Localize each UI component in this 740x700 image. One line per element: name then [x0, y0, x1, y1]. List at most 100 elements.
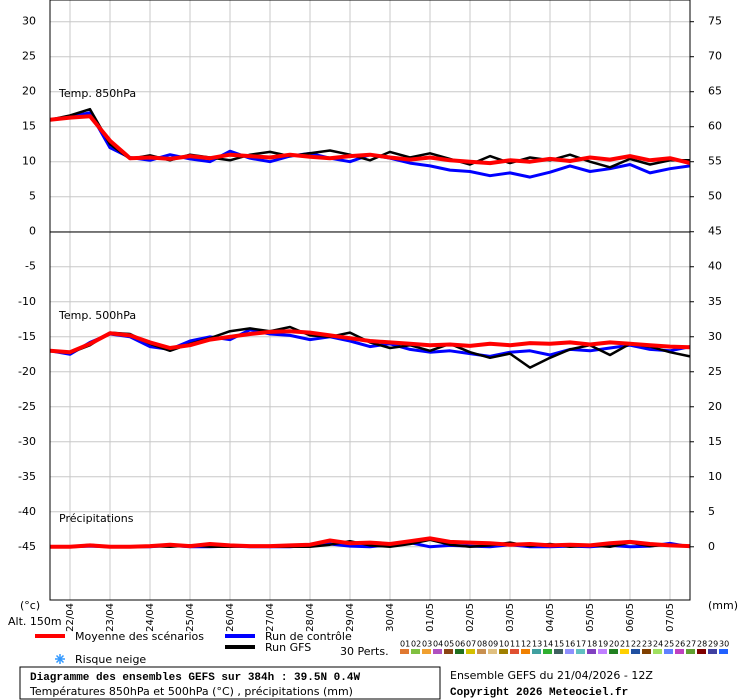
snow-icon	[55, 654, 65, 664]
x-tick-label: 27/04	[265, 603, 276, 632]
member-swatch	[598, 649, 607, 654]
y-tick-label: 10	[22, 155, 36, 168]
member-swatch	[664, 649, 673, 654]
member-swatch	[466, 649, 475, 654]
x-tick-label: 07/05	[665, 603, 676, 632]
title-box	[19, 666, 441, 700]
member-label: 13	[532, 640, 542, 649]
y2-tick-label: 65	[708, 85, 722, 98]
y2-tick-label: 55	[708, 155, 722, 168]
y-tick-label: -15	[18, 330, 36, 343]
members-legend: 01 02 03 04 05 06 07 08 09 10 11 12 13 14 15 16 17 18 19 20…	[400, 640, 729, 654]
member-swatch	[422, 649, 431, 654]
y-tick-label: -45	[18, 540, 36, 553]
altitude: Alt. 150m	[8, 615, 62, 628]
member-swatch	[642, 649, 651, 654]
member-swatch	[543, 649, 552, 654]
member-swatch	[587, 649, 596, 654]
y2-tick-label: 25	[708, 365, 722, 378]
member-swatch	[411, 649, 420, 654]
y-tick-label: -10	[18, 295, 36, 308]
y2-unit: (mm)	[708, 599, 738, 612]
member-label: 19	[598, 640, 608, 649]
y2-tick-label: 0	[708, 540, 715, 553]
member-swatch	[686, 649, 695, 654]
member-label: 24	[653, 640, 663, 649]
y-tick-label: -20	[18, 365, 36, 378]
legend-label: Risque neige	[75, 653, 146, 666]
y2-tick-label: 10	[708, 470, 722, 483]
member-label: 04	[433, 640, 443, 649]
member-swatch	[521, 649, 530, 654]
member-swatch	[477, 649, 486, 654]
member-label: 20	[609, 640, 619, 649]
grid	[50, 0, 690, 600]
y-tick-label: -5	[25, 260, 36, 273]
member-label: 10	[499, 640, 509, 649]
y-tick-label: -35	[18, 470, 36, 483]
legend-label: Moyenne des scénarios	[75, 630, 204, 643]
member-label: 03	[422, 640, 432, 649]
member-label: 02	[411, 640, 421, 649]
x-tick-label: 24/04	[145, 603, 156, 632]
y-tick-label: 20	[22, 85, 36, 98]
member-label: 29	[708, 640, 718, 649]
member-swatch	[653, 649, 662, 654]
member-swatch	[565, 649, 574, 654]
member-label: 18	[587, 640, 597, 649]
member-label: 16	[565, 640, 575, 649]
member-label: 11	[510, 640, 520, 649]
member-label: 15	[554, 640, 564, 649]
member-swatch	[510, 649, 519, 654]
x-tick-label: 03/05	[505, 603, 516, 632]
y-tick-label: -30	[18, 435, 36, 448]
series-lines	[49, 107, 691, 549]
y2-tick-label: 35	[708, 295, 722, 308]
x-tick-label: 02/05	[465, 603, 476, 632]
member-swatch	[708, 649, 717, 654]
y-unit: (°c)	[20, 599, 40, 612]
legend-label: Run de contrôle	[265, 630, 352, 643]
member-label: 09	[488, 640, 498, 649]
run-label: Ensemble GEFS du 21/04/2026 - 12Z	[450, 669, 653, 682]
y-tick-label: 30	[22, 15, 36, 28]
y2-tick-label: 30	[708, 330, 722, 343]
member-label: 25	[664, 640, 674, 649]
members-label: 30 Perts.	[340, 645, 389, 658]
x-tick-label: 06/05	[625, 603, 636, 632]
x-tick-label: 23/04	[105, 603, 116, 632]
y2-tick-label: 45	[708, 225, 722, 238]
x-tick-label: 26/04	[225, 603, 236, 632]
member-label: 28	[697, 640, 707, 649]
member-label: 23	[642, 640, 652, 649]
member-label: 30	[719, 640, 729, 649]
y2-tick-label: 5	[708, 505, 715, 518]
y2-tick-label: 15	[708, 435, 722, 448]
member-label: 26	[675, 640, 685, 649]
member-swatch	[488, 649, 497, 654]
legend-label: Run GFS	[265, 641, 311, 654]
x-tick-label: 05/05	[585, 603, 596, 632]
panel-label: Temp. 500hPa	[58, 309, 136, 322]
member-swatch	[444, 649, 453, 654]
member-swatch	[499, 649, 508, 654]
series-line	[49, 114, 691, 166]
x-tick-label: 28/04	[305, 603, 316, 632]
chart-subtitle: Températures 850hPa et 500hPa (°C) , pré…	[29, 685, 353, 698]
series-line	[49, 329, 691, 355]
member-label: 27	[686, 640, 696, 649]
y-tick-label: 0	[29, 225, 36, 238]
member-swatch	[719, 649, 728, 654]
x-tick-label: 30/04	[385, 603, 396, 632]
panel-label: Précipitations	[59, 512, 134, 525]
member-swatch	[455, 649, 464, 654]
member-swatch	[532, 649, 541, 654]
y2-tick-label: 50	[708, 190, 722, 203]
member-swatch	[620, 649, 629, 654]
member-swatch	[400, 649, 409, 654]
x-tick-label: 25/04	[185, 603, 196, 632]
x-tick-label: 04/05	[545, 603, 556, 632]
member-label: 08	[477, 640, 487, 649]
chart-title: Diagramme des ensembles GEFS sur 384h : …	[30, 672, 360, 684]
